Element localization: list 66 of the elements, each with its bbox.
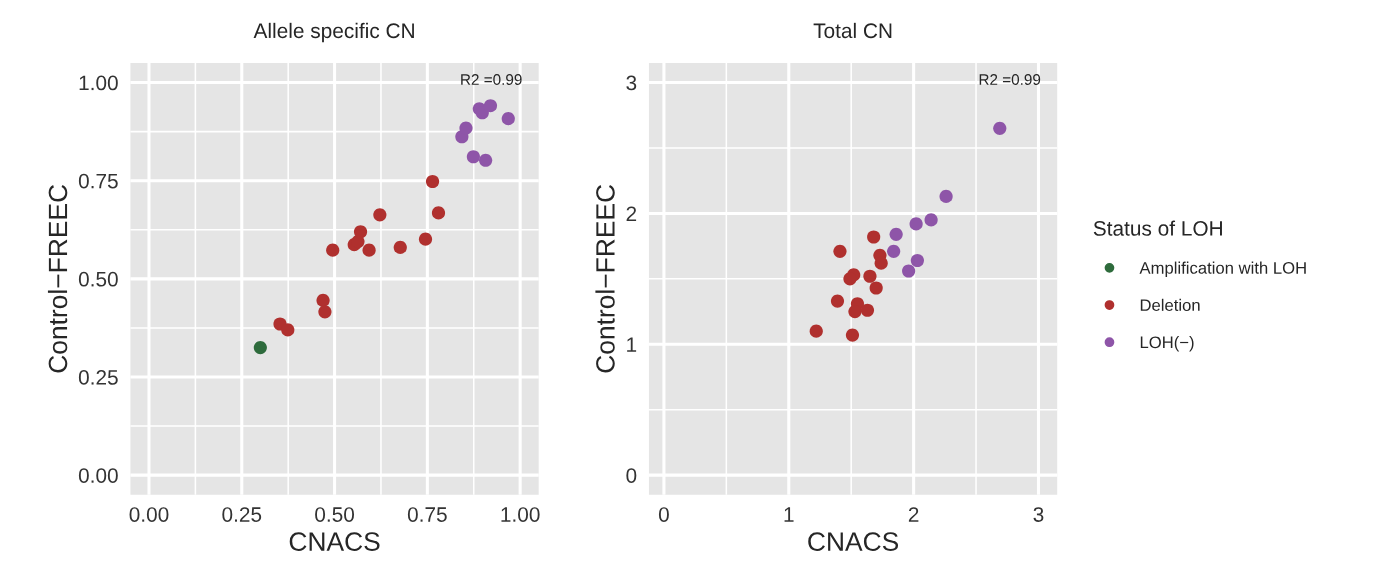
point	[373, 208, 387, 222]
x-tick-label: 3	[1033, 507, 1044, 522]
y-tick-label: 3	[626, 75, 637, 91]
y-tick-label: 0.50	[78, 271, 118, 287]
point	[466, 150, 480, 164]
point	[939, 189, 953, 203]
point	[887, 244, 901, 258]
point	[924, 213, 938, 227]
legend-label: Amplification with LOH	[1139, 261, 1306, 278]
point	[902, 264, 916, 278]
legend-label: Deletion	[1140, 298, 1200, 312]
point	[830, 294, 845, 308]
y-tick-label: 0	[626, 468, 637, 483]
point	[418, 232, 433, 246]
point	[809, 324, 823, 338]
x-tick-label: 2	[908, 507, 919, 522]
x-tick-label: 0.50	[315, 507, 355, 522]
point	[253, 340, 267, 355]
y-axis-title: Control−FREEC	[47, 184, 68, 373]
y-tick-label: 1.00	[79, 75, 118, 91]
y-tick-label: 2	[626, 206, 637, 221]
x-tick-label: 0.75	[407, 507, 447, 522]
point	[889, 227, 903, 241]
point	[874, 256, 888, 270]
x-tick-label: 0.00	[129, 507, 169, 522]
point	[869, 281, 883, 295]
y-tick-label: 0.00	[78, 468, 118, 483]
point	[326, 243, 340, 257]
legend-title: Status of LOH	[1093, 220, 1222, 236]
point	[501, 112, 515, 126]
point	[833, 244, 847, 258]
point	[281, 323, 295, 337]
y-axis-title: Control−FREEC	[595, 184, 615, 373]
point	[993, 121, 1007, 135]
point	[910, 253, 924, 268]
point	[860, 303, 875, 317]
y-tick-label: 0.25	[78, 370, 118, 385]
point	[318, 305, 332, 319]
x-tick-label: 0	[658, 507, 669, 522]
point	[843, 272, 857, 286]
point	[848, 304, 862, 319]
point	[909, 217, 923, 231]
y-tick-label: 1	[627, 337, 637, 352]
x-tick-label: 1	[784, 507, 794, 522]
point	[845, 328, 860, 342]
y-tick-label: 0.75	[78, 173, 118, 189]
x-tick-label: 1.00	[501, 507, 540, 522]
x-axis-title: CNACS	[289, 532, 380, 551]
point	[459, 121, 473, 135]
point	[483, 99, 498, 113]
annotation: R2 =0.99	[461, 74, 522, 85]
x-tick-label: 0.25	[222, 507, 262, 522]
chart-title: Allele specific CN	[253, 22, 414, 43]
point	[393, 240, 407, 255]
point	[431, 206, 446, 220]
point	[425, 174, 440, 189]
x-axis-title: CNACS	[808, 532, 899, 551]
point	[316, 293, 330, 308]
point	[353, 225, 368, 239]
chart-title: Total CN	[813, 22, 892, 39]
point	[867, 230, 881, 244]
annotation: R2 =0.99	[979, 74, 1041, 85]
point	[863, 269, 877, 283]
point	[362, 243, 376, 257]
point	[479, 153, 493, 167]
legend-label: LOH(−)	[1140, 335, 1194, 352]
